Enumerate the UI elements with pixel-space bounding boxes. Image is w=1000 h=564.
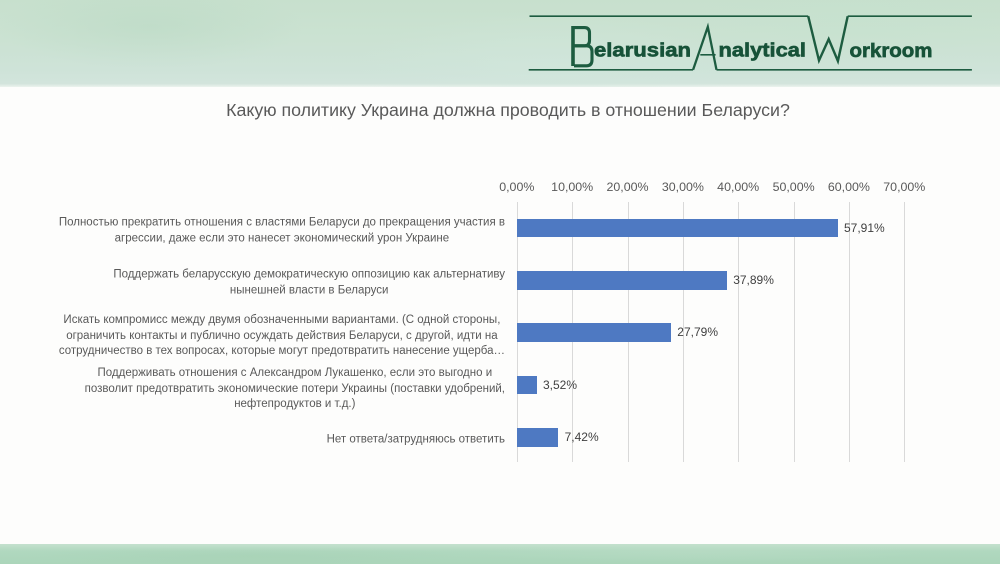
svg-text:elarusian: elarusian <box>594 40 691 62</box>
svg-text:nalytical: nalytical <box>719 40 807 62</box>
svg-text:orkroom: orkroom <box>850 40 933 62</box>
